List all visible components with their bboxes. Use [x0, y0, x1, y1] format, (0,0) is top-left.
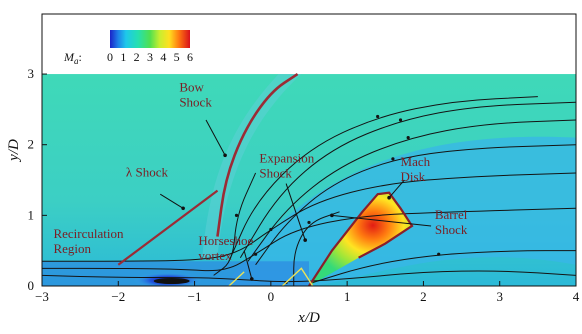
colorbar-label-sub: a	[74, 56, 79, 66]
annotation-pointer	[243, 250, 253, 280]
annotation-pointer-head	[387, 195, 391, 200]
bow-shock-layer	[202, 74, 302, 258]
annotation-line: Bow	[179, 80, 204, 95]
streamline	[247, 119, 576, 262]
colorbar: Ma: 0 1 2 3 4 5 6	[63, 30, 193, 66]
x-tick-label: −3	[35, 289, 49, 304]
colorbar-label-suffix: :	[79, 50, 82, 64]
shock-lines	[117, 72, 414, 286]
annotation-pointer-head	[303, 238, 307, 242]
colorbar-tick-label: 1	[120, 50, 126, 64]
annotation-line: Expansion	[259, 150, 314, 165]
annotation-lambda-shock: λ Shock	[126, 164, 169, 179]
lambda-shock-line	[117, 189, 219, 266]
annotation-line: Shock	[259, 165, 292, 180]
streamline-arrow	[437, 252, 441, 256]
separation-marker	[228, 271, 245, 286]
annotation-pointer	[205, 119, 226, 156]
streamline-arrow	[391, 157, 395, 161]
x-axis-label: x/D	[297, 310, 320, 326]
annotation-line: Barrel	[435, 207, 468, 222]
streamline	[228, 96, 538, 262]
streamline-arrow	[398, 118, 403, 122]
annotation-pointer-head	[181, 206, 185, 211]
x-tick-label: 2	[420, 289, 427, 304]
recirculation-streamline-knot	[153, 278, 190, 285]
annotation-line: Shock	[435, 222, 468, 237]
streamline	[255, 144, 576, 266]
annotation-line: Shock	[179, 95, 212, 110]
annotation-expansion-shock: Expansion Shock	[259, 150, 314, 180]
y-axis-label: y/D	[6, 139, 22, 163]
colorbar-tick-label: 2	[134, 50, 140, 64]
colorbar-tick-label: 5	[174, 50, 180, 64]
streamline	[42, 172, 576, 262]
streamline	[42, 207, 576, 272]
streamlines	[42, 96, 576, 286]
expansion-fan	[281, 267, 314, 286]
barrel-shock-line	[308, 191, 414, 286]
plot-frame	[41, 13, 577, 287]
mach-field	[42, 14, 576, 286]
annotation-bow-shock: Bow Shock	[179, 80, 212, 110]
annotation-mach-disk: Mach Disk	[401, 154, 431, 184]
x-tick-label: 1	[344, 289, 351, 304]
annotation-pointer	[388, 179, 405, 199]
bow-shock-line	[216, 72, 299, 237]
annotation-line: Region	[53, 241, 91, 256]
annotation-line: Horseshoe	[198, 233, 253, 248]
colorbar-tick-label: 3	[147, 50, 153, 64]
y-tick-label: 0	[28, 278, 35, 293]
jet-core	[309, 192, 412, 286]
streamline-arrow	[254, 252, 258, 256]
x-tick-label: 0	[268, 289, 275, 304]
streamline-arrow	[376, 114, 380, 119]
y-tick-label: 1	[28, 207, 35, 222]
streamline	[293, 211, 340, 286]
annotation-line: Recirculation	[53, 226, 124, 241]
streamline-arrow	[307, 220, 311, 225]
streamline-arrow	[234, 213, 239, 217]
colorbar-gradient	[110, 30, 190, 48]
annotation-barrel-shock: Barrel Shock	[435, 207, 468, 237]
annotation-recirculation-region: Recirculation Region	[53, 226, 124, 256]
annotation-pointer	[285, 183, 306, 241]
annotation-pointer	[159, 193, 184, 209]
x-tick-label: −1	[188, 289, 202, 304]
annotation-horseshoe-vortex: Horseshoe vortex	[198, 233, 253, 263]
streamline	[42, 270, 576, 283]
annotation-line: Mach	[401, 154, 431, 169]
y-tick-label: 3	[28, 66, 35, 81]
streamline-arrow	[406, 136, 410, 140]
annotation-line: vortex	[198, 248, 232, 263]
colorbar-label: Ma:	[63, 50, 82, 66]
streamline	[239, 101, 576, 258]
annotation-pointer-head	[223, 153, 227, 158]
streamline	[213, 172, 257, 276]
colorbar-tick-label: 6	[187, 50, 193, 64]
colorbar-tick-label: 4	[160, 50, 166, 64]
colorbar-tick-label: 0	[107, 50, 113, 64]
annotation-pointer	[331, 214, 432, 227]
annotation-line: Disk	[401, 169, 426, 184]
annotation-line: λ Shock	[126, 164, 169, 179]
colorbar-label-main: M	[63, 50, 75, 64]
annotation-pointer-head	[330, 213, 334, 218]
streamline	[312, 250, 576, 283]
x-tick-label: 4	[573, 289, 580, 304]
y-tick-label: 2	[28, 137, 35, 152]
annotation-pointer-head	[249, 277, 254, 281]
x-tick-label: −2	[111, 289, 125, 304]
x-tick-label: 3	[496, 289, 503, 304]
